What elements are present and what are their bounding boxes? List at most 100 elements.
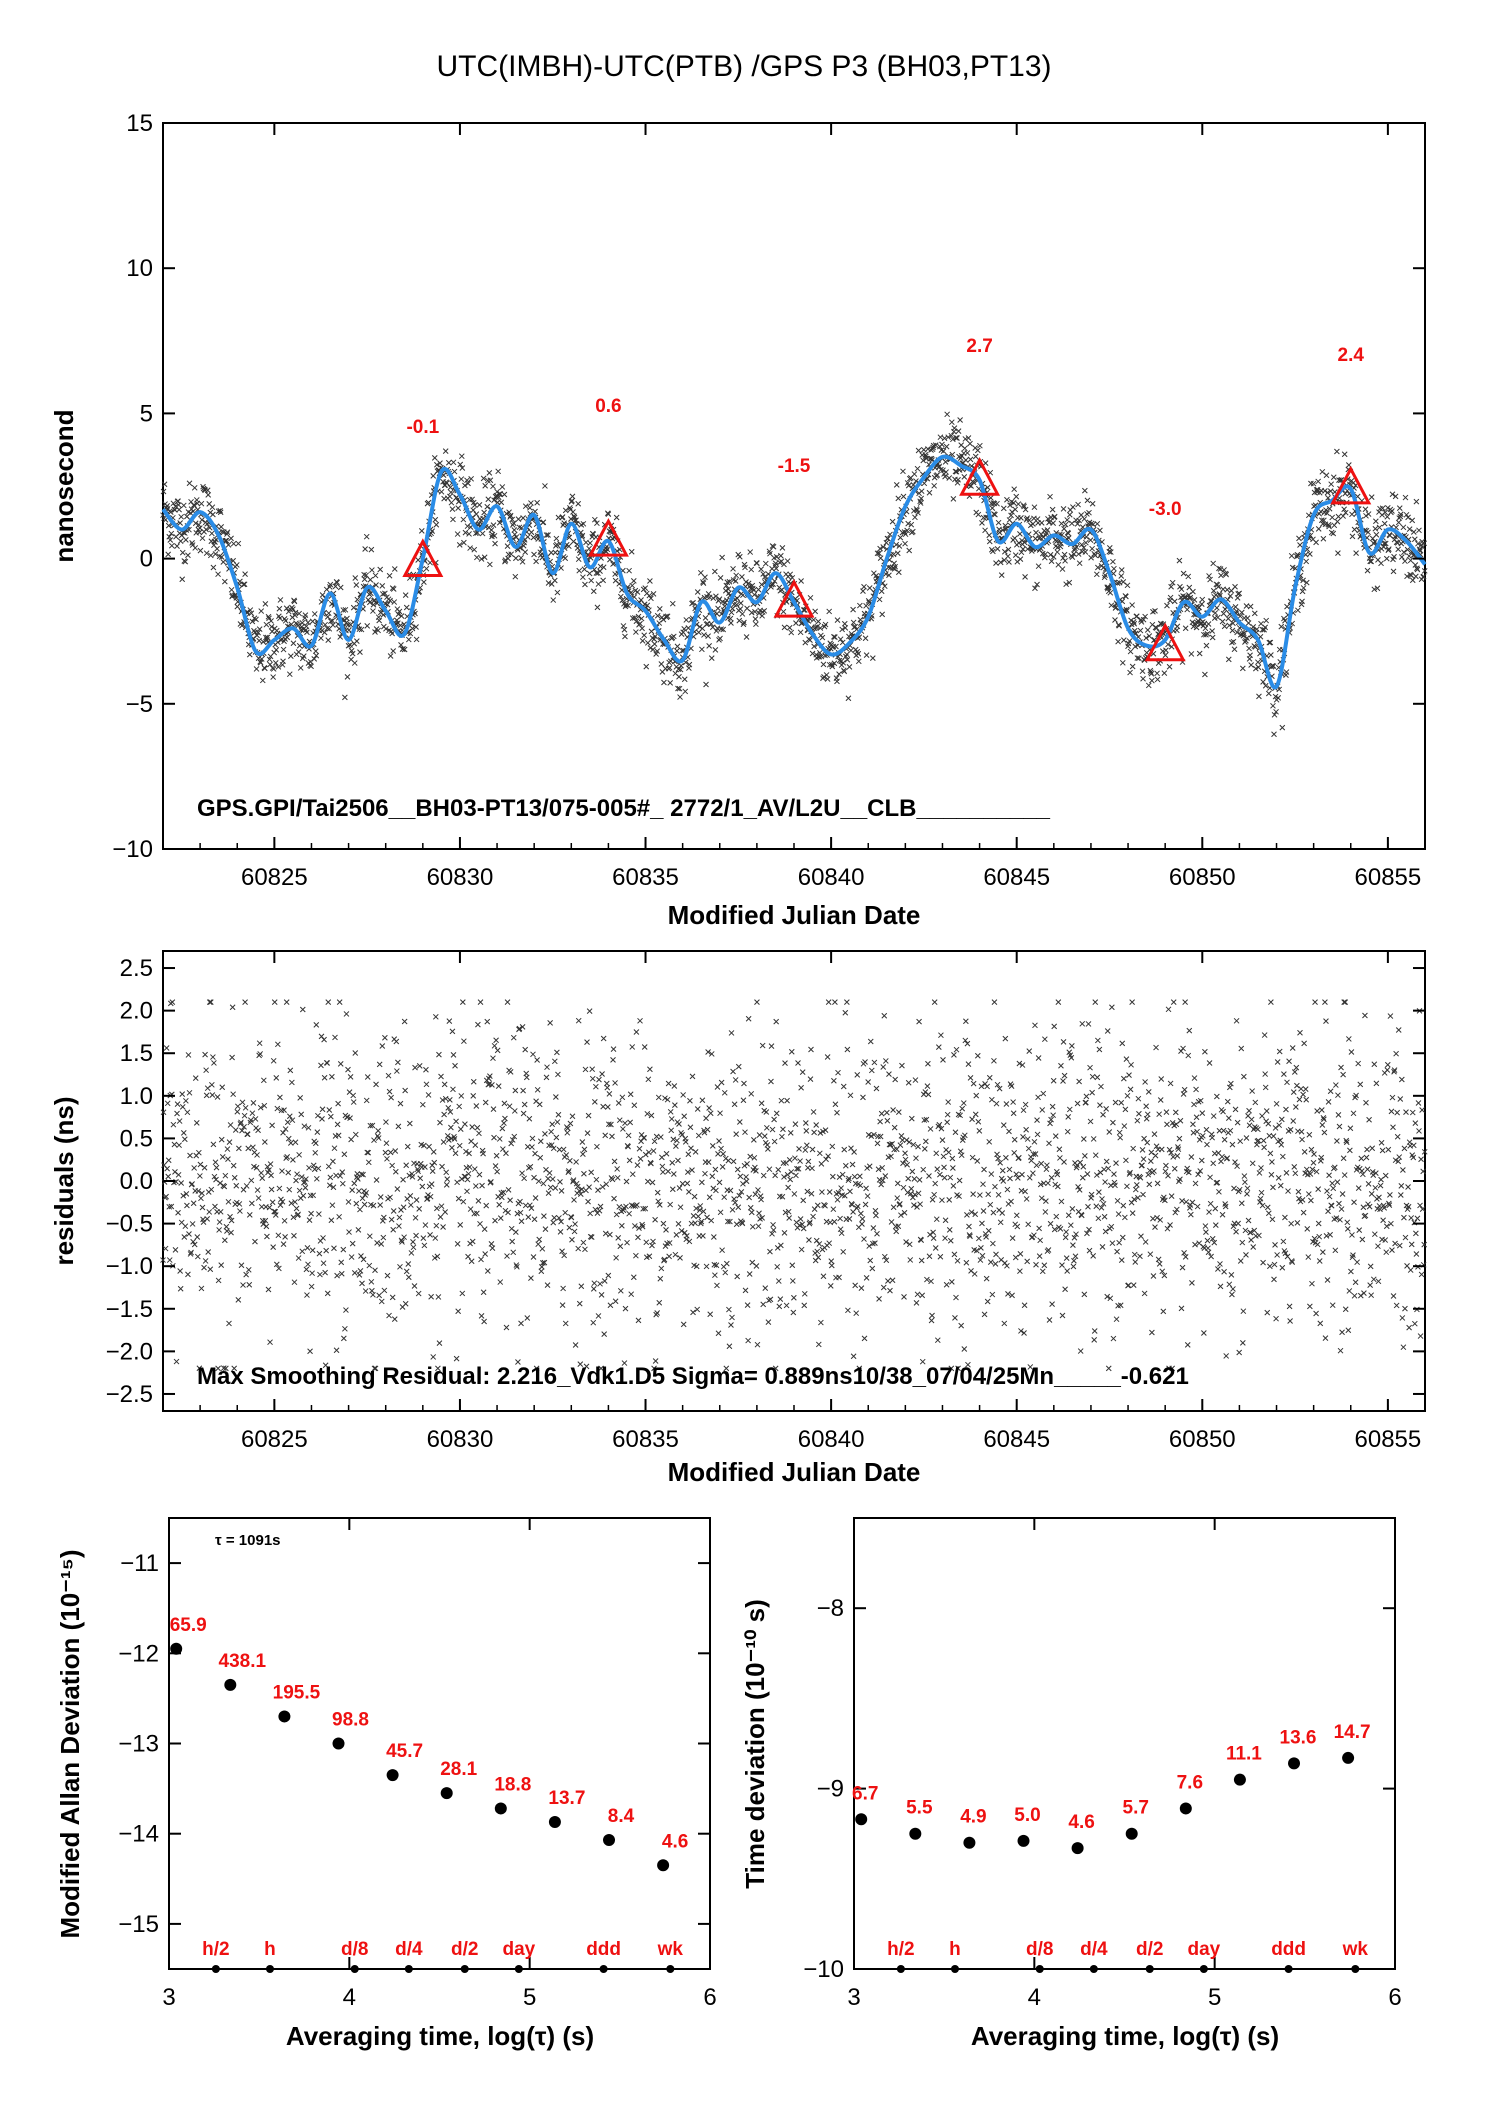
residual-point: [703, 1115, 709, 1122]
residual-point: [376, 1061, 383, 1068]
residual-point: [492, 1217, 498, 1224]
timeseries-point: [1270, 702, 1276, 709]
residual-point: [810, 1213, 816, 1220]
residual-point: [403, 1268, 410, 1275]
residual-point: [1206, 1060, 1213, 1066]
timeseries-point: [950, 436, 956, 443]
residual-point: [825, 999, 832, 1005]
timeseries-point: [1102, 572, 1108, 579]
residual-point: [1393, 1302, 1400, 1309]
residual-point: [940, 1056, 946, 1063]
residual-point: [1142, 1079, 1148, 1085]
residual-point: [765, 1319, 772, 1325]
timeseries-point: [943, 443, 950, 450]
residual-point: [917, 1201, 923, 1208]
residual-point: [174, 1101, 181, 1107]
timeseries-point: [204, 487, 211, 494]
residual-point: [692, 1220, 698, 1227]
residual-point: [349, 1240, 356, 1247]
timeseries-point: [1126, 638, 1133, 644]
timeseries-point: [948, 419, 955, 426]
timeseries-point: [600, 577, 606, 584]
residual-point: [1160, 1308, 1167, 1315]
residual-point: [1346, 1288, 1353, 1294]
residual-point: [1410, 1142, 1417, 1149]
residual-point: [654, 1310, 661, 1316]
residual-point: [1417, 1333, 1424, 1339]
residual-point: [204, 1085, 211, 1092]
timeseries-point: [208, 530, 215, 537]
timeseries-point: [1271, 731, 1277, 738]
residual-point: [1408, 1215, 1415, 1221]
residual-point: [505, 1187, 512, 1193]
residual-point: [1012, 1254, 1019, 1261]
residual-point: [1272, 1242, 1278, 1248]
residual-point: [397, 1263, 403, 1270]
timeseries-point: [1330, 474, 1337, 481]
residual-point: [876, 1296, 882, 1302]
timeseries-point: [722, 599, 729, 606]
residual-point: [1077, 1348, 1084, 1354]
residual-point: [781, 1230, 788, 1236]
residual-point: [777, 1296, 784, 1302]
timeseries-point: [639, 638, 646, 644]
timeseries-point: [509, 516, 516, 523]
timeseries-point: [413, 624, 419, 630]
timeseries-point: [1020, 502, 1027, 509]
residual-point: [986, 1138, 993, 1145]
timeseries-point: [780, 608, 787, 615]
timeseries-point: [1070, 504, 1076, 510]
residual-point: [353, 1200, 360, 1207]
timeseries-point: [953, 435, 959, 441]
timeseries-point: [869, 655, 876, 661]
residual-point: [351, 1270, 358, 1276]
timeseries-point: [904, 527, 910, 534]
residual-point: [576, 1300, 583, 1307]
timeseries-point: [260, 639, 267, 645]
residual-point: [258, 1170, 265, 1176]
residual-point: [973, 1092, 980, 1099]
residual-point: [1213, 1093, 1220, 1100]
residual-point: [963, 1018, 969, 1025]
timeseries-point: [437, 460, 443, 466]
residual-point: [958, 1322, 965, 1329]
timeseries-point: [421, 579, 427, 585]
residual-point: [835, 1069, 841, 1076]
timeseries-point: [418, 528, 425, 534]
residual-point: [202, 1258, 209, 1264]
residual-point: [1165, 1172, 1171, 1179]
residual-point: [880, 1064, 887, 1070]
residual-point: [1049, 1103, 1056, 1110]
timeseries-point: [311, 656, 318, 662]
timeseries-point: [178, 532, 185, 539]
residual-point: [861, 1236, 867, 1242]
residual-point: [802, 1147, 809, 1153]
residual-point: [826, 1189, 833, 1195]
residual-point: [1372, 1184, 1379, 1191]
residual-point: [184, 1202, 190, 1209]
residual-point: [235, 1296, 242, 1303]
timeseries-point: [324, 614, 331, 620]
residual-point: [1150, 1273, 1157, 1279]
residual-point: [1203, 1126, 1210, 1133]
residual-point: [377, 1202, 384, 1208]
residual-point: [1329, 1180, 1336, 1187]
residual-point: [1033, 1261, 1039, 1268]
timeseries-point: [1073, 544, 1080, 550]
timeseries-point: [554, 589, 561, 596]
residual-point: [571, 1197, 577, 1203]
residual-point: [1239, 1340, 1246, 1346]
timeseries-point: [325, 610, 332, 617]
timeseries-point: [594, 604, 601, 611]
residual-point: [536, 1236, 543, 1243]
residual-point: [1223, 1353, 1230, 1359]
residual-point: [179, 1104, 186, 1110]
residual-point: [1079, 1020, 1086, 1027]
residual-point: [1323, 1233, 1330, 1239]
residual-point: [1036, 1253, 1043, 1259]
residual-point: [1048, 1174, 1055, 1181]
residual-point: [1288, 1220, 1295, 1227]
timeseries-point: [490, 522, 497, 528]
residual-point: [989, 1291, 996, 1298]
residual-point: [401, 1234, 407, 1241]
